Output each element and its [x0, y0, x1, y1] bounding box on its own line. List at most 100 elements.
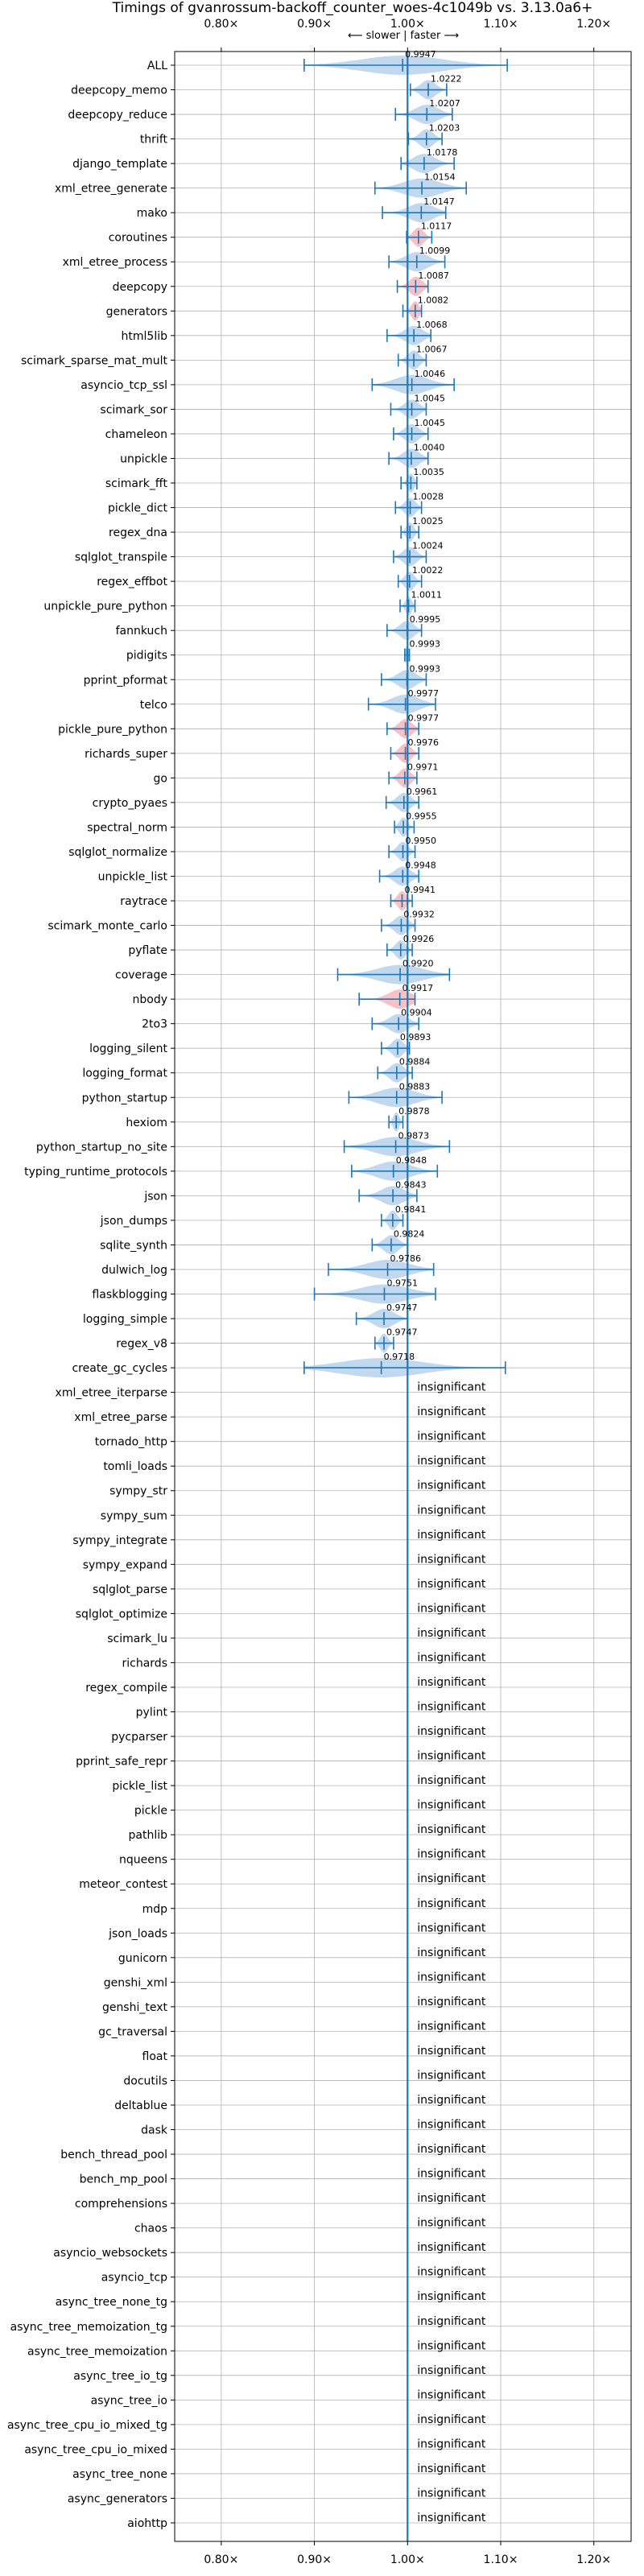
- benchmark-label: coroutines: [109, 232, 167, 245]
- benchmark-label: async_tree_none_tg: [56, 2296, 167, 2309]
- benchmark-label: json_loads: [108, 1927, 167, 1940]
- benchmark-label: async_tree_memoization_tg: [10, 2321, 167, 2334]
- benchmark-label: python_startup_no_site: [36, 1141, 167, 1154]
- insignificant-label: insignificant: [417, 2487, 486, 2500]
- value-annotation: 0.9955: [406, 811, 437, 821]
- benchmark-label: sympy_str: [109, 1485, 167, 1498]
- benchmark-label: tomli_loads: [103, 1460, 167, 1473]
- benchmark-label: create_gc_cycles: [72, 1362, 167, 1375]
- benchmark-label: scimark_sparse_mat_mult: [21, 354, 167, 367]
- value-annotation: 0.9917: [402, 983, 433, 993]
- benchmark-label: pyflate: [128, 944, 167, 957]
- insignificant-label: insignificant: [417, 2462, 486, 2475]
- insignificant-label: insignificant: [417, 2364, 486, 2377]
- insignificant-label: insignificant: [417, 2094, 486, 2107]
- value-annotation: 0.9948: [405, 860, 436, 870]
- insignificant-label: insignificant: [417, 1676, 486, 1689]
- insignificant-label: insignificant: [417, 1701, 486, 1714]
- insignificant-label: insignificant: [417, 1946, 486, 1959]
- value-annotation: 1.0028: [413, 492, 444, 502]
- insignificant-label: insignificant: [417, 2168, 486, 2181]
- insignificant-label: insignificant: [417, 2290, 486, 2303]
- benchmark-label: 2to3: [142, 1018, 167, 1031]
- benchmark-label: pickle_pure_python: [58, 723, 167, 736]
- value-annotation: 0.9993: [409, 663, 440, 674]
- x-tick-label-top: 1.10×: [484, 18, 518, 31]
- benchmark-label: sqlite_synth: [100, 1239, 167, 1252]
- benchmark-label: chameleon: [105, 428, 167, 441]
- benchmark-label: scimark_lu: [107, 1633, 167, 1645]
- insignificant-label: insignificant: [417, 2413, 486, 2426]
- benchmark-label: nbody: [133, 993, 168, 1006]
- value-annotation: 0.9977: [408, 688, 439, 699]
- benchmark-label: typing_runtime_protocols: [24, 1166, 167, 1179]
- benchmark-label: telco: [140, 699, 167, 712]
- insignificant-label: insignificant: [417, 2143, 486, 2156]
- value-annotation: 0.9873: [398, 1130, 429, 1141]
- benchmark-label: async_tree_io_tg: [73, 2370, 167, 2383]
- value-annotation: 1.0022: [412, 565, 444, 576]
- value-annotation: 0.9941: [404, 885, 436, 895]
- benchmark-label: unpickle: [120, 452, 167, 465]
- insignificant-label: insignificant: [417, 1504, 486, 1517]
- benchmark-label: async_tree_cpu_io_mixed_tg: [7, 2419, 167, 2432]
- benchmark-label: sqlglot_parse: [93, 1583, 167, 1596]
- value-annotation: 1.0099: [419, 246, 451, 256]
- benchmark-label: sympy_integrate: [72, 1534, 167, 1547]
- benchmark-label: sympy_expand: [83, 1558, 167, 1571]
- benchmark-label: raytrace: [120, 895, 167, 908]
- benchmark-label: genshi_xml: [104, 1976, 167, 1989]
- insignificant-label: insignificant: [417, 1996, 486, 2008]
- value-annotation: 1.0087: [418, 270, 449, 281]
- insignificant-label: insignificant: [417, 1971, 486, 1984]
- benchmark-label: sympy_sum: [101, 1509, 167, 1522]
- benchmark-label: float: [142, 2050, 168, 2063]
- benchmark-label: bench_mp_pool: [80, 2174, 167, 2186]
- benchmark-label: richards_super: [85, 748, 167, 761]
- insignificant-label: insignificant: [417, 1872, 486, 1885]
- benchmark-label: pprint_safe_repr: [76, 1756, 167, 1769]
- insignificant-label: insignificant: [417, 1823, 486, 1836]
- value-annotation: 1.0067: [416, 344, 448, 354]
- benchmark-label: xml_etree_parse: [74, 1411, 167, 1424]
- grid-layer: [171, 47, 631, 2545]
- benchmark-label: deepcopy_memo: [71, 85, 167, 97]
- benchmark-label: async_tree_io: [91, 2394, 167, 2407]
- value-annotation: 1.0024: [412, 541, 444, 551]
- value-annotation: 0.9932: [403, 910, 434, 920]
- value-annotation: 0.9884: [399, 1057, 431, 1067]
- insignificant-label: insignificant: [417, 1651, 486, 1664]
- benchmark-label: hexiom: [126, 1117, 167, 1129]
- benchmark-label: flaskblogging: [92, 1289, 167, 1302]
- value-annotation: 0.9976: [408, 737, 439, 748]
- benchmark-label: mdp: [142, 1903, 168, 1916]
- benchmark-label: python_startup: [82, 1092, 167, 1104]
- insignificant-label: insignificant: [417, 2266, 486, 2279]
- value-annotation: 1.0035: [413, 467, 444, 477]
- benchmark-label: generators: [106, 305, 167, 318]
- benchmark-label: unpickle_list: [98, 870, 168, 883]
- value-annotation: 1.0203: [429, 123, 460, 134]
- value-annotation: 0.9971: [407, 762, 439, 772]
- benchmark-label: meteor_contest: [79, 1878, 167, 1891]
- benchmark-label: xml_etree_generate: [55, 183, 167, 196]
- benchmark-label: deepcopy: [113, 281, 167, 294]
- insignificant-label: insignificant: [417, 1480, 486, 1492]
- marks-layer: [303, 52, 508, 2541]
- value-annotation: 0.9904: [401, 1008, 431, 1018]
- value-annotation: 1.0046: [415, 369, 446, 379]
- insignificant-label: insignificant: [417, 2045, 486, 2058]
- value-annotation: 0.9995: [410, 614, 441, 625]
- insignificant-label: insignificant: [417, 1922, 486, 1934]
- benchmark-label: pidigits: [126, 650, 167, 663]
- x-tick-label-top: 1.20×: [576, 18, 611, 31]
- value-annotation: 0.9920: [402, 959, 434, 969]
- insignificant-label: insignificant: [417, 2241, 486, 2254]
- benchmark-label: json: [143, 1190, 167, 1203]
- insignificant-label: insignificant: [417, 2315, 486, 2328]
- value-annotation: 1.0154: [424, 172, 456, 183]
- insignificant-label: insignificant: [417, 1602, 486, 1615]
- value-annotation: 1.0011: [411, 590, 443, 601]
- benchmark-label: scimark_sor: [100, 403, 167, 416]
